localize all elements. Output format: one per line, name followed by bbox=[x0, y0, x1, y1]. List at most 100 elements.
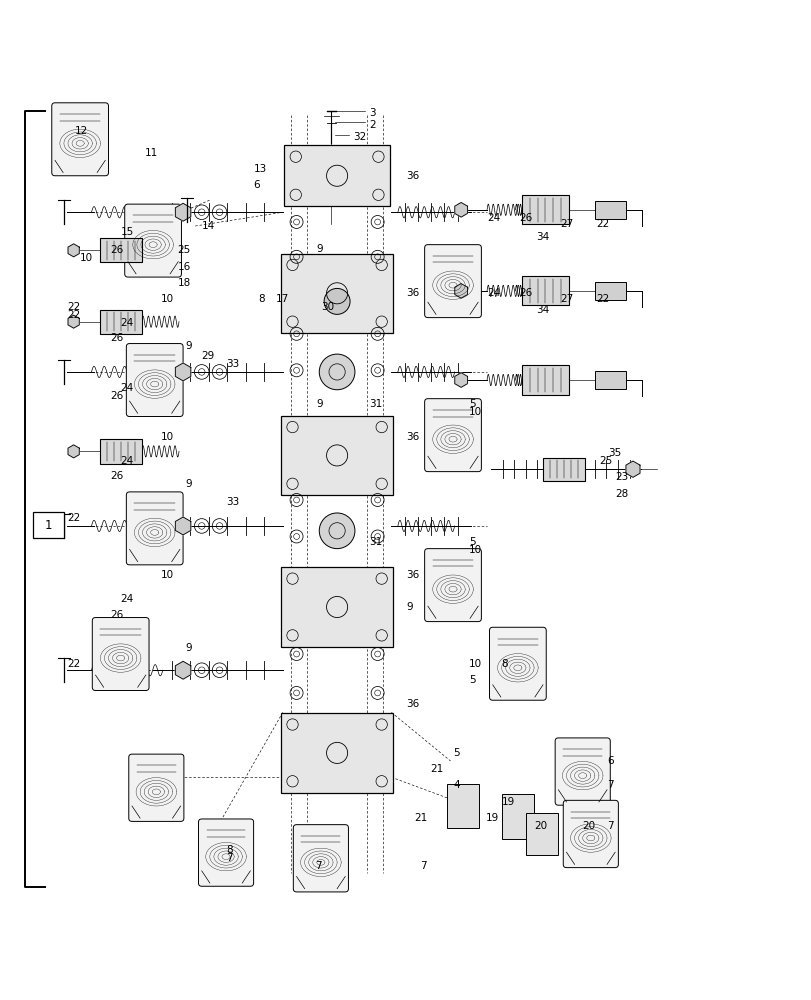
Text: 26: 26 bbox=[519, 288, 532, 298]
Text: 23: 23 bbox=[615, 472, 628, 482]
Text: 33: 33 bbox=[225, 359, 239, 369]
Text: 9: 9 bbox=[316, 244, 323, 254]
Text: 11: 11 bbox=[145, 148, 158, 158]
Bar bbox=[521, 276, 569, 305]
Bar bbox=[284, 145, 389, 206]
Text: 29: 29 bbox=[201, 351, 215, 361]
Text: 31: 31 bbox=[369, 537, 382, 547]
Text: 10: 10 bbox=[469, 545, 482, 555]
Text: 10: 10 bbox=[161, 294, 174, 304]
Text: 24: 24 bbox=[121, 594, 134, 604]
Text: 24: 24 bbox=[121, 456, 134, 466]
Text: 7: 7 bbox=[607, 780, 613, 790]
Text: 26: 26 bbox=[110, 391, 123, 401]
Text: 21: 21 bbox=[414, 813, 427, 823]
Polygon shape bbox=[175, 363, 191, 381]
Text: 19: 19 bbox=[485, 813, 498, 823]
Text: 25: 25 bbox=[177, 245, 191, 255]
Text: 34: 34 bbox=[535, 232, 548, 242]
Text: 7: 7 bbox=[607, 821, 613, 831]
Text: 19: 19 bbox=[501, 797, 514, 807]
Bar bbox=[543, 458, 585, 481]
Text: 24: 24 bbox=[487, 288, 500, 298]
Bar bbox=[594, 201, 625, 219]
Circle shape bbox=[319, 354, 354, 390]
Text: 20: 20 bbox=[582, 821, 595, 831]
Text: 7: 7 bbox=[315, 861, 321, 871]
Text: 26: 26 bbox=[110, 610, 123, 620]
FancyBboxPatch shape bbox=[489, 627, 546, 700]
Text: 22: 22 bbox=[596, 294, 609, 304]
Text: 25: 25 bbox=[599, 456, 611, 466]
Text: 9: 9 bbox=[185, 643, 192, 653]
Text: 36: 36 bbox=[406, 171, 418, 181]
Text: 31: 31 bbox=[369, 399, 382, 409]
Circle shape bbox=[319, 513, 354, 549]
Text: 17: 17 bbox=[276, 294, 290, 304]
Text: 7: 7 bbox=[225, 853, 233, 863]
Text: 9: 9 bbox=[316, 399, 323, 409]
Text: 1: 1 bbox=[45, 519, 52, 532]
Bar bbox=[100, 439, 142, 464]
Text: 16: 16 bbox=[177, 262, 191, 272]
Text: 5: 5 bbox=[469, 399, 475, 409]
Text: 8: 8 bbox=[225, 845, 233, 855]
Text: 33: 33 bbox=[225, 497, 239, 507]
Text: 22: 22 bbox=[67, 310, 80, 320]
Circle shape bbox=[324, 288, 350, 314]
Bar bbox=[281, 416, 393, 495]
Text: 36: 36 bbox=[406, 570, 418, 580]
Text: 36: 36 bbox=[406, 288, 418, 298]
Bar bbox=[521, 195, 569, 224]
Text: 10: 10 bbox=[469, 407, 482, 417]
Text: 22: 22 bbox=[67, 513, 80, 523]
Bar bbox=[100, 238, 142, 262]
Text: 10: 10 bbox=[80, 253, 93, 263]
Text: 9: 9 bbox=[185, 479, 192, 489]
Polygon shape bbox=[68, 244, 79, 257]
Text: 6: 6 bbox=[607, 756, 613, 766]
Text: 24: 24 bbox=[121, 383, 134, 393]
Bar bbox=[281, 713, 393, 793]
Bar bbox=[594, 371, 625, 389]
Text: 21: 21 bbox=[430, 764, 443, 774]
FancyBboxPatch shape bbox=[125, 204, 181, 277]
FancyBboxPatch shape bbox=[424, 245, 481, 318]
Polygon shape bbox=[175, 203, 191, 221]
Text: 12: 12 bbox=[75, 126, 88, 136]
Text: 8: 8 bbox=[501, 659, 508, 669]
Text: 26: 26 bbox=[110, 333, 123, 343]
Bar bbox=[281, 254, 393, 333]
Text: 5: 5 bbox=[469, 537, 475, 547]
Text: 14: 14 bbox=[201, 221, 215, 231]
FancyBboxPatch shape bbox=[424, 549, 481, 622]
Polygon shape bbox=[68, 445, 79, 458]
Text: 7: 7 bbox=[420, 861, 427, 871]
Text: 5: 5 bbox=[453, 748, 459, 758]
Text: 24: 24 bbox=[121, 318, 134, 328]
FancyBboxPatch shape bbox=[52, 103, 109, 176]
Bar bbox=[281, 567, 393, 647]
FancyBboxPatch shape bbox=[424, 399, 481, 472]
Text: 30: 30 bbox=[320, 302, 333, 312]
FancyBboxPatch shape bbox=[293, 825, 348, 892]
FancyBboxPatch shape bbox=[127, 344, 182, 417]
Polygon shape bbox=[454, 203, 467, 217]
Polygon shape bbox=[454, 284, 467, 298]
Text: 18: 18 bbox=[177, 278, 191, 288]
Polygon shape bbox=[68, 315, 79, 328]
Text: 13: 13 bbox=[253, 164, 267, 174]
Text: 9: 9 bbox=[406, 602, 412, 612]
Bar bbox=[521, 365, 569, 395]
Polygon shape bbox=[175, 661, 191, 679]
Text: 26: 26 bbox=[110, 245, 123, 255]
Polygon shape bbox=[175, 517, 191, 535]
Text: 5: 5 bbox=[469, 675, 475, 685]
Text: 10: 10 bbox=[161, 570, 174, 580]
Text: 26: 26 bbox=[519, 213, 532, 223]
Text: 20: 20 bbox=[534, 821, 547, 831]
Bar bbox=[446, 784, 478, 828]
FancyBboxPatch shape bbox=[555, 738, 610, 805]
Text: 36: 36 bbox=[406, 432, 418, 442]
FancyBboxPatch shape bbox=[33, 512, 64, 538]
